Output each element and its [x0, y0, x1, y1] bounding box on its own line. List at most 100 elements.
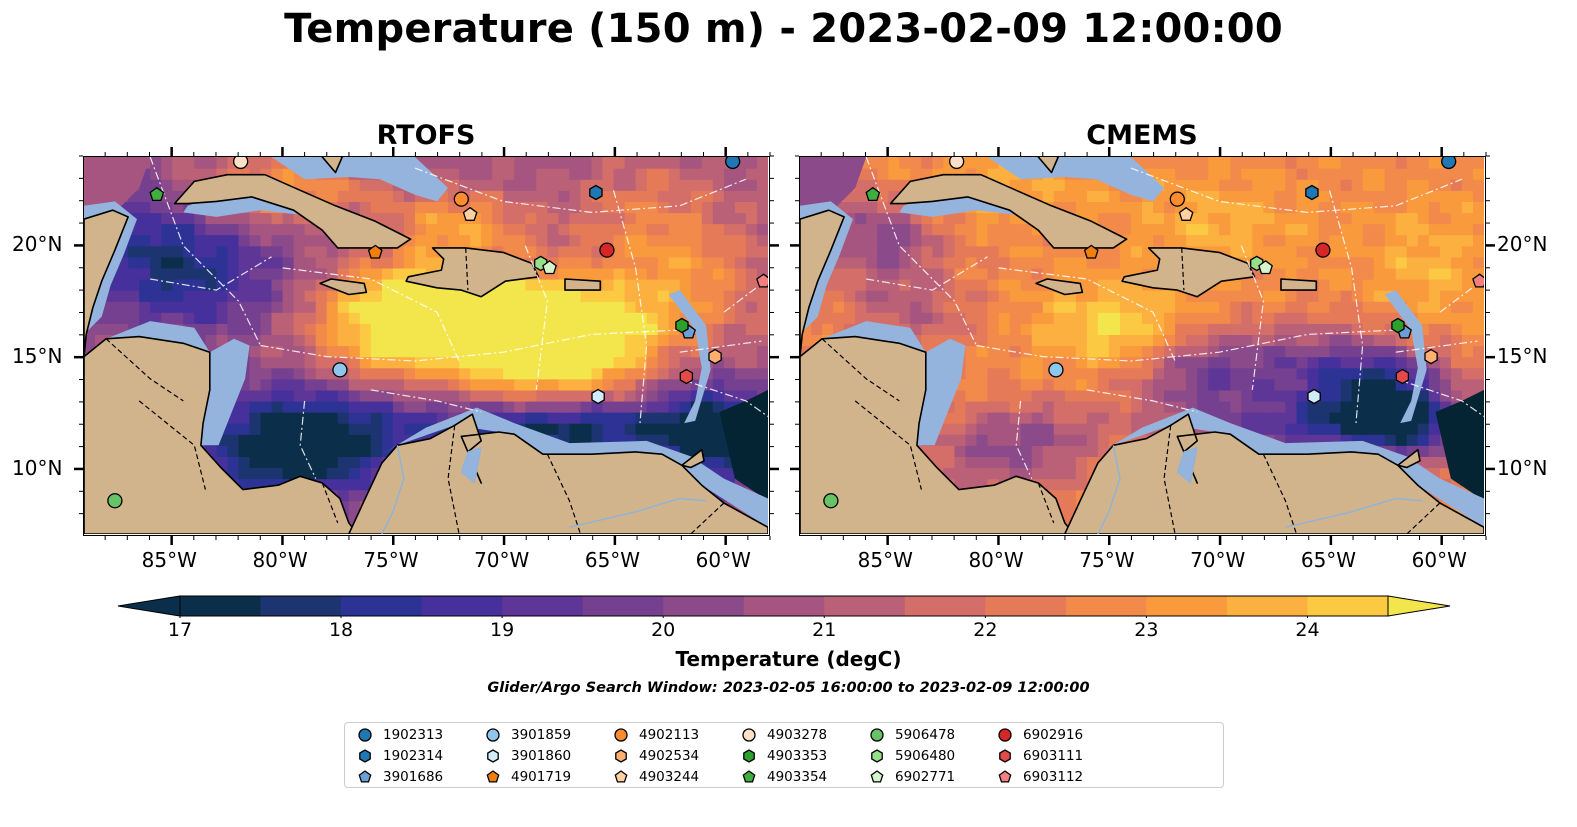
float-4903354-marker	[149, 186, 165, 202]
hexagon-icon	[615, 749, 627, 763]
lon-tick-label: 85°W	[857, 548, 913, 572]
float-5906478-marker	[107, 493, 123, 509]
legend-item: 6903112	[997, 767, 1083, 787]
float-1902314-marker	[1305, 184, 1319, 201]
rivers	[381, 445, 707, 534]
colorbar-tick-label: 20	[651, 619, 676, 641]
lon-tick-label: 75°W	[1079, 548, 1135, 572]
legend-item-label: 6902771	[895, 769, 956, 785]
legend-item: 4903244	[613, 767, 699, 787]
float-4901719-marker	[367, 244, 383, 259]
hexagon-icon	[999, 749, 1011, 763]
lat-tick-label-left: 15°N	[12, 344, 63, 369]
float-6902916-marker	[1315, 242, 1331, 258]
legend-item: 4903278	[741, 725, 827, 745]
float-markers	[107, 157, 768, 509]
eez-boundaries	[865, 157, 1484, 479]
hexagon-marker-icon	[615, 749, 627, 763]
circle-icon	[486, 728, 500, 742]
map-rtofs	[83, 156, 770, 536]
legend-item-label: 6903111	[1023, 748, 1084, 764]
legend-item-label: 4903244	[639, 769, 700, 785]
legend-item: 6902916	[997, 725, 1083, 745]
colorbar-bin	[904, 596, 986, 616]
legend-item-label: 4901719	[511, 769, 572, 785]
legend-item: 6902771	[869, 767, 955, 787]
float-3901860-marker	[591, 388, 605, 405]
pentagon-marker-icon	[614, 770, 628, 783]
circle-icon	[358, 728, 372, 742]
lon-tick-label: 70°W	[1190, 548, 1246, 572]
legend-item-label: 3901686	[383, 769, 444, 785]
float-4903278-marker	[949, 157, 965, 170]
lat-tick-label-left: 10°N	[12, 455, 63, 480]
colorbar-bin	[743, 596, 825, 616]
lat-tick-label-right: 10°N	[1497, 455, 1548, 480]
colorbar-tick-label: 18	[328, 619, 354, 641]
rivers	[1097, 445, 1423, 534]
circle-marker-icon	[614, 728, 628, 742]
national-borders	[821, 247, 1441, 534]
float-4903244-marker	[1178, 206, 1194, 221]
colorbar-bin	[1226, 596, 1308, 616]
legend-item: 3901859	[485, 725, 571, 745]
colorbar-title: Temperature (degC)	[675, 647, 902, 671]
legend-item-label: 5906480	[895, 748, 956, 764]
colorbar-bin	[985, 596, 1067, 616]
panel-title-cmems: CMEMS	[1086, 120, 1198, 151]
lat-tick-label-right: 20°N	[1497, 232, 1548, 257]
legend-item: 4902534	[613, 746, 699, 766]
hexagon-marker-icon	[359, 749, 371, 763]
legend-item-label: 6903112	[1023, 769, 1084, 785]
legend-item-label: 4903354	[767, 769, 828, 785]
colorbar-bin	[582, 596, 664, 616]
legend-item-label: 4902113	[639, 727, 700, 743]
legend-item: 1902313	[357, 725, 443, 745]
main-title: Temperature (150 m) - 2023-02-09 12:00:0…	[284, 6, 1283, 52]
circle-marker-icon	[486, 728, 500, 742]
float-4903354-marker	[865, 186, 881, 202]
lon-tick-label: 65°W	[1300, 548, 1357, 572]
panel-title-rtofs: RTOFS	[376, 120, 476, 151]
colorbar-tick-label: 21	[812, 619, 837, 641]
legend-item: 4902113	[613, 725, 699, 745]
float-4903278-marker	[233, 157, 249, 170]
float-4902534-marker	[708, 348, 722, 365]
map-rtofs-canvas	[84, 157, 768, 534]
circle-icon	[998, 728, 1012, 742]
lon-tick-label: 80°W	[968, 548, 1024, 572]
float-1902314-marker	[589, 184, 603, 201]
pentagon-marker-icon	[742, 770, 756, 783]
lon-tick-label: 60°W	[1411, 548, 1467, 572]
lat-tick-label-left: 20°N	[12, 232, 63, 257]
circle-icon	[614, 728, 628, 742]
colorbar-bin	[502, 596, 584, 616]
map-cmems-canvas	[800, 157, 1484, 534]
hexagon-icon	[743, 749, 755, 763]
hexagon-marker-icon	[487, 749, 499, 763]
legend-item: 4903353	[741, 746, 827, 766]
circle-marker-icon	[742, 728, 756, 742]
float-1902313-marker	[725, 157, 741, 170]
colorbar-bin	[180, 596, 262, 616]
legend-item-label: 3901859	[511, 727, 572, 743]
colorbar-bin	[1065, 596, 1147, 616]
pentagon-marker-icon	[870, 770, 884, 783]
lon-tick-label: 75°W	[363, 548, 419, 572]
colorbar-bin	[824, 596, 906, 616]
pentagon-marker-icon	[486, 770, 500, 783]
hexagon-marker-icon	[999, 749, 1011, 763]
legend: 1902313 1902314 3901686 3901859 3901860 49017…	[344, 722, 1224, 788]
search-window-text: Glider/Argo Search Window: 2023-02-05 16…	[487, 680, 1090, 696]
colorbar-bin	[341, 596, 423, 616]
float-6903112-marker	[1472, 273, 1484, 288]
pentagon-icon	[870, 770, 884, 783]
legend-item-label: 4902534	[639, 748, 700, 764]
float-4902113-marker	[453, 191, 469, 207]
colorbar-tick-label: 17	[167, 619, 193, 641]
lat-tick-label-right: 15°N	[1497, 344, 1548, 369]
pentagon-icon	[358, 770, 372, 783]
float-5906478-marker	[823, 493, 839, 509]
eez-boundaries	[149, 157, 768, 479]
